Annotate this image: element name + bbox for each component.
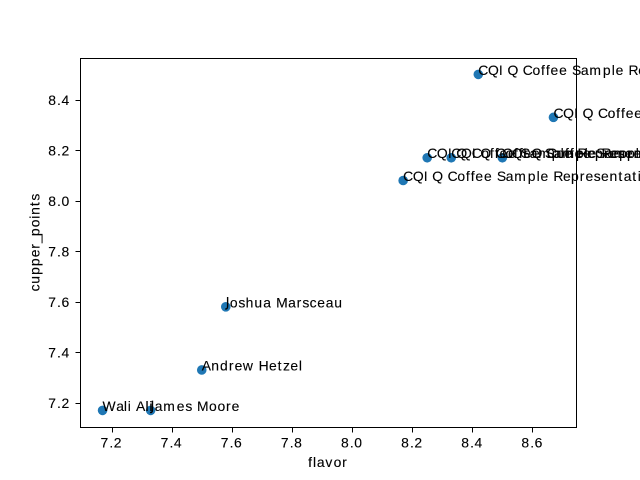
svg-text:8.4: 8.4 [48,92,69,108]
svg-text:8.4: 8.4 [461,435,482,451]
svg-text:8.2: 8.2 [48,142,69,158]
svg-text:CQI Q Coffee Sample Representa: CQI Q Coffee Sample Representative [403,168,640,184]
svg-text:7.2: 7.2 [101,435,122,451]
svg-text:7.8: 7.8 [48,243,69,259]
svg-text:CQI Q Coffee Sample Representa: CQI Q Coffee Sample Representative [478,62,640,78]
svg-text:8.0: 8.0 [341,435,362,451]
svg-text:7.4: 7.4 [48,345,69,361]
svg-text:7.6: 7.6 [221,435,242,451]
svg-text:8.2: 8.2 [401,435,422,451]
svg-text:Andrew Hetzel: Andrew Hetzel [202,357,302,373]
svg-text:oshua Marsceau: oshua Marsceau [230,294,342,310]
svg-text:CQI Q Coffee Sample Representa: CQI Q Coffee Sample Representative [553,105,640,121]
svg-text:ames Moore: ames Moore [155,398,240,414]
svg-text:flavor: flavor [308,454,347,470]
svg-text:7.2: 7.2 [48,395,69,411]
svg-text:CQI Q Coffee Sample Representa: CQI Q Coffee Sample Representative [451,145,640,161]
svg-text:CQI Q Coffee Sample Representa: CQI Q Coffee Sample Representative [427,145,640,161]
svg-text:7.4: 7.4 [161,435,182,451]
svg-text:8.6: 8.6 [521,435,542,451]
svg-text:8.0: 8.0 [48,193,69,209]
svg-text:7.8: 7.8 [281,435,302,451]
svg-text:7.6: 7.6 [48,294,69,310]
svg-text:cupper_points: cupper_points [26,194,42,292]
svg-text:Wali Ali: Wali Ali [103,398,153,414]
svg-text:CQI Q Coffee Sample Representa: CQI Q Coffee Sample Representative [502,145,640,161]
